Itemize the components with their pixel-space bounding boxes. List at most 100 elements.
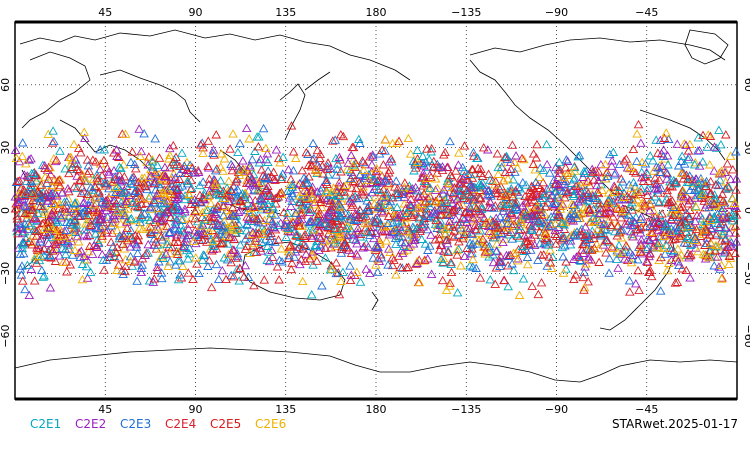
observation-marker xyxy=(188,274,198,284)
observation-marker xyxy=(47,188,58,198)
observation-marker xyxy=(596,214,607,223)
observation-marker xyxy=(137,260,147,269)
legend-entry: C2E3 xyxy=(120,417,152,431)
observation-marker xyxy=(327,201,337,210)
observation-marker xyxy=(188,236,199,246)
observation-marker xyxy=(706,239,717,248)
observation-marker xyxy=(587,245,597,254)
observation-marker xyxy=(731,147,741,156)
observation-marker xyxy=(163,261,173,270)
observation-marker xyxy=(714,125,724,134)
observation-marker xyxy=(384,244,394,253)
observation-marker xyxy=(403,133,414,143)
observation-marker xyxy=(494,257,505,266)
observation-marker xyxy=(211,130,221,139)
observation-marker xyxy=(569,162,579,172)
observation-marker xyxy=(601,225,612,234)
observation-marker xyxy=(490,279,500,288)
observation-marker xyxy=(79,127,89,136)
observation-marker xyxy=(306,231,317,240)
observation-marker xyxy=(334,289,345,299)
observation-marker xyxy=(464,223,475,233)
observation-marker xyxy=(373,185,384,195)
observation-marker xyxy=(467,244,477,253)
observation-marker xyxy=(145,191,155,200)
observation-marker xyxy=(485,274,496,284)
observation-marker xyxy=(92,207,102,217)
observation-marker xyxy=(442,204,453,214)
observation-marker xyxy=(261,143,271,153)
observation-marker xyxy=(553,179,564,188)
observation-marker xyxy=(465,203,476,213)
observation-marker xyxy=(316,186,326,195)
observation-marker xyxy=(347,198,357,207)
observation-marker xyxy=(197,235,208,245)
observation-marker xyxy=(37,265,47,274)
observation-marker xyxy=(627,254,637,263)
observation-marker xyxy=(55,146,65,155)
observation-marker xyxy=(566,178,577,187)
observation-marker xyxy=(536,210,547,219)
observation-marker xyxy=(526,211,537,220)
observation-marker xyxy=(724,228,735,237)
observation-marker xyxy=(507,198,517,207)
observation-marker xyxy=(320,243,331,252)
observation-marker xyxy=(514,221,524,231)
observation-marker xyxy=(245,178,255,187)
observation-marker xyxy=(154,257,164,266)
observation-marker xyxy=(462,189,473,199)
observation-marker xyxy=(377,192,388,202)
observation-marker xyxy=(69,181,79,191)
observation-marker xyxy=(154,153,165,162)
observation-marker xyxy=(198,227,208,236)
observation-marker xyxy=(506,164,516,173)
observation-marker xyxy=(54,251,65,260)
observation-marker xyxy=(69,139,79,149)
observation-marker xyxy=(468,262,478,271)
observation-marker xyxy=(178,214,188,224)
observation-marker xyxy=(601,220,611,229)
observation-marker xyxy=(645,205,655,215)
observation-marker xyxy=(452,245,462,255)
observation-marker xyxy=(557,199,568,208)
observation-marker xyxy=(77,170,88,179)
observation-marker xyxy=(384,168,394,177)
observation-marker xyxy=(317,281,327,290)
observation-marker xyxy=(613,195,623,204)
observation-marker xyxy=(492,149,503,158)
observation-marker xyxy=(274,255,285,264)
observation-marker xyxy=(631,278,641,288)
observation-marker xyxy=(430,235,441,244)
observation-marker xyxy=(568,216,579,225)
observation-marker xyxy=(339,182,349,191)
observation-marker xyxy=(518,177,528,187)
observation-marker xyxy=(354,134,364,143)
observation-marker xyxy=(262,241,273,250)
observation-marker xyxy=(157,273,167,283)
observation-marker xyxy=(702,142,713,151)
observation-marker xyxy=(521,180,531,189)
observation-marker xyxy=(50,236,60,246)
observation-marker xyxy=(594,208,604,218)
observation-marker xyxy=(125,178,136,188)
observation-marker xyxy=(208,220,218,229)
observation-marker xyxy=(27,188,37,197)
observation-marker xyxy=(367,150,378,159)
observation-marker xyxy=(569,274,579,284)
observation-marker xyxy=(454,206,464,215)
observation-marker xyxy=(403,232,413,242)
observation-marker xyxy=(253,141,264,151)
observation-marker xyxy=(180,191,190,200)
observation-marker xyxy=(129,238,140,247)
observation-marker xyxy=(256,246,266,255)
observation-marker xyxy=(673,207,684,217)
observation-marker xyxy=(718,196,728,205)
observation-marker xyxy=(181,245,192,255)
observation-marker xyxy=(157,250,168,259)
observation-marker xyxy=(240,260,251,270)
observation-marker xyxy=(148,277,159,286)
observation-marker xyxy=(669,246,679,256)
observation-marker xyxy=(669,175,679,185)
observation-marker xyxy=(319,213,329,222)
observation-marker xyxy=(364,175,374,184)
